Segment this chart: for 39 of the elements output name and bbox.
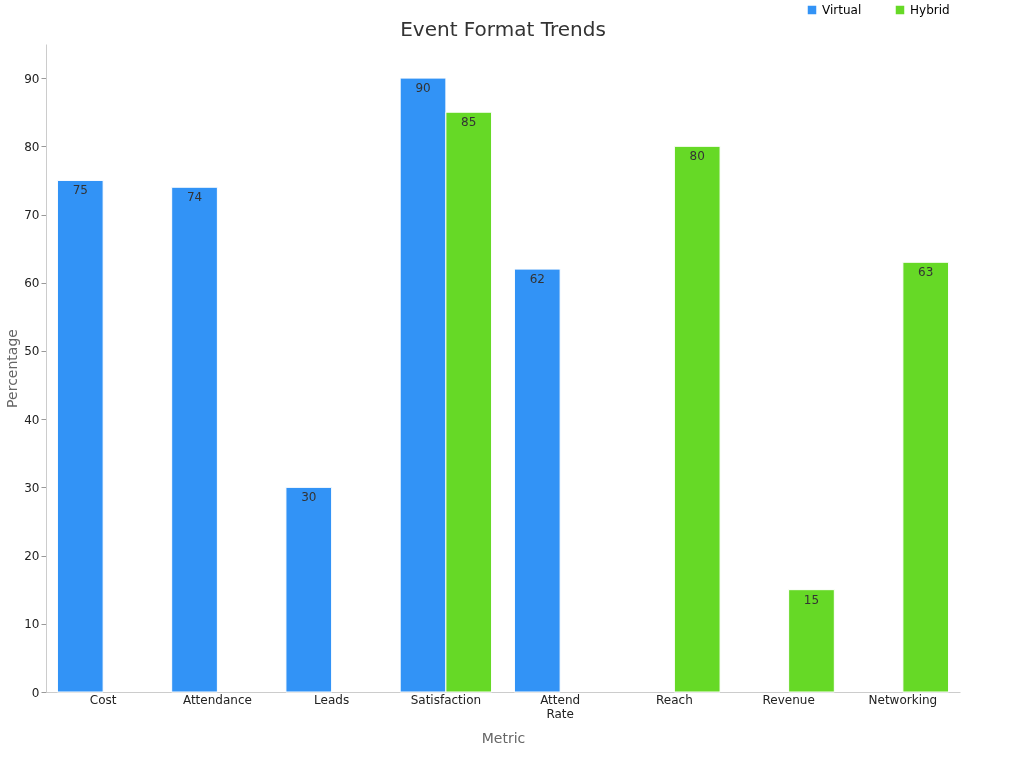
y-tick-label: 50 bbox=[24, 344, 40, 359]
x-tick-label: Satisfaction bbox=[410, 692, 482, 707]
data-label: 30 bbox=[301, 490, 317, 505]
data-label: 80 bbox=[689, 149, 705, 164]
data-label: 62 bbox=[529, 272, 545, 287]
data-label: 15 bbox=[803, 592, 820, 607]
x-tick-label: Leads bbox=[314, 692, 350, 707]
x-tick-label: Attendance bbox=[182, 692, 252, 707]
x-tick-label: Revenue bbox=[762, 692, 815, 707]
y-tick-label: 10 bbox=[24, 617, 40, 632]
x-tick-label: Cost bbox=[89, 692, 117, 707]
legend-label: Hybrid bbox=[910, 3, 950, 17]
y-tick-label: 70 bbox=[24, 208, 40, 223]
y-tick-label: 20 bbox=[24, 549, 40, 564]
x-tick-label: Reach bbox=[656, 692, 693, 707]
data-label: 85 bbox=[461, 115, 477, 130]
data-label: 63 bbox=[918, 265, 934, 280]
y-tick-label: 60 bbox=[24, 276, 40, 291]
bar bbox=[902, 261, 950, 693]
data-label: 90 bbox=[415, 81, 431, 96]
x-tick-label: Attend Rate bbox=[540, 692, 581, 721]
bar bbox=[285, 486, 333, 693]
bar bbox=[56, 179, 104, 693]
y-tick-label: 90 bbox=[24, 71, 40, 86]
y-tick-label: 80 bbox=[24, 139, 40, 154]
bar bbox=[513, 268, 561, 693]
data-label: 75 bbox=[72, 183, 88, 198]
x-tick-label: Networking bbox=[868, 692, 938, 707]
bar bbox=[171, 186, 218, 693]
y-axis-title: Percentage bbox=[4, 329, 21, 408]
y-tick-label: 40 bbox=[24, 412, 40, 427]
x-axis-title: Metric bbox=[481, 729, 526, 746]
bar bbox=[673, 145, 721, 693]
chart-title: Event Format Trends bbox=[400, 17, 606, 41]
legend-label: Virtual bbox=[822, 3, 862, 17]
data-label: 74 bbox=[186, 190, 203, 205]
y-tick-label: 30 bbox=[24, 480, 40, 495]
bar bbox=[788, 589, 835, 693]
y-tick-label: 0 bbox=[31, 685, 40, 700]
